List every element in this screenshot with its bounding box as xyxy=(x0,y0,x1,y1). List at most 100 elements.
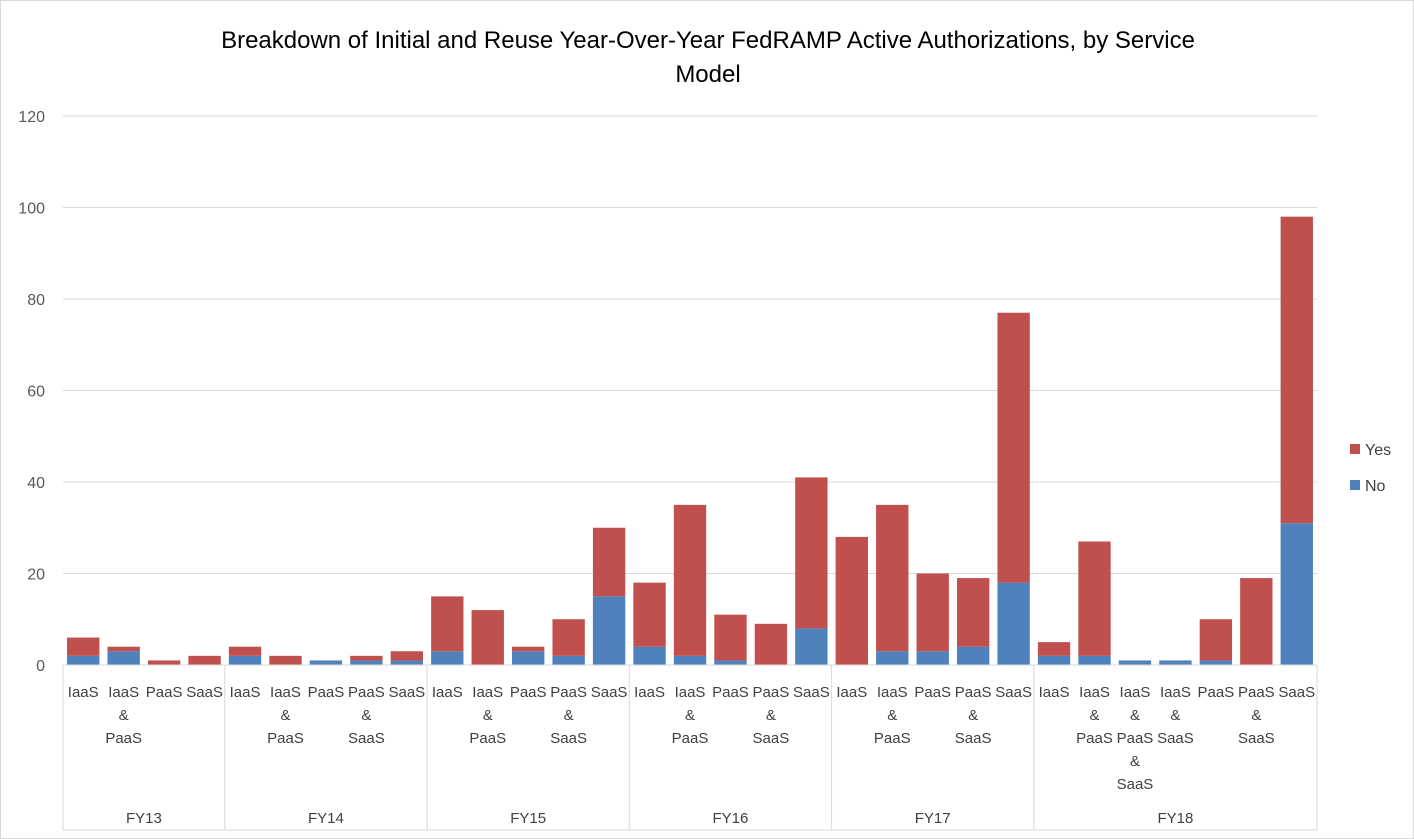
bar-no xyxy=(552,655,585,665)
bar-no xyxy=(67,655,100,665)
bar-no xyxy=(876,651,909,665)
x-tick-label: IaaS & PaaS xyxy=(105,684,142,747)
legend-swatch xyxy=(1350,444,1360,454)
y-axis: 0 20 40 60 80 100 120 xyxy=(18,109,45,675)
x-tick-label: SaaS xyxy=(793,684,830,701)
legend: Yes No xyxy=(1350,442,1391,495)
y-tick-label: 100 xyxy=(18,201,45,218)
x-tick-label: PaaS xyxy=(712,684,749,701)
bar-yes xyxy=(1078,541,1111,656)
bar-yes xyxy=(390,651,424,661)
x-tick-label: IaaS xyxy=(1039,684,1070,701)
bar-no xyxy=(956,646,990,665)
bar-no xyxy=(916,651,949,665)
y-tick-label: 80 xyxy=(27,292,45,309)
x-tick-label: IaaS & PaaS xyxy=(874,684,911,747)
x-tick-label: SaaS xyxy=(186,684,223,701)
x-tick-label: PaaS & SaaS xyxy=(1238,684,1275,747)
bar-no xyxy=(714,660,747,665)
bar-yes xyxy=(228,646,262,656)
x-group-label: FY16 xyxy=(713,810,749,827)
bar-yes xyxy=(997,312,1030,583)
x-group-label: FY15 xyxy=(510,810,546,827)
bar-yes xyxy=(552,619,585,656)
bar-no xyxy=(1037,655,1071,665)
x-tick-label: SaaS xyxy=(1278,684,1315,701)
bar-yes xyxy=(1280,216,1313,524)
x-tick-label: PaaS xyxy=(914,684,951,701)
x-tick-label: IaaS & PaaS xyxy=(267,684,304,747)
x-tick-label: PaaS & SaaS xyxy=(955,684,992,747)
bar-yes xyxy=(1199,619,1233,661)
bar-yes xyxy=(795,477,828,629)
x-tick-label: PaaS xyxy=(1198,684,1235,701)
bar-yes xyxy=(916,573,949,652)
x-group-label: FY18 xyxy=(1157,810,1193,827)
bar-yes xyxy=(512,646,545,652)
bar-yes xyxy=(673,504,707,656)
x-tick-label: IaaS & SaaS xyxy=(1157,684,1194,747)
x-tick-label: IaaS xyxy=(432,684,463,701)
x-group-label: FY14 xyxy=(308,810,344,827)
legend-label: Yes xyxy=(1365,442,1391,459)
bar-yes xyxy=(431,596,464,652)
bar-no xyxy=(1159,660,1192,665)
bar-yes xyxy=(350,655,383,661)
x-tick-label: SaaS xyxy=(995,684,1032,701)
bar-yes xyxy=(269,655,302,665)
bar-yes xyxy=(188,655,221,665)
chart-title-line2: Model xyxy=(675,61,740,88)
x-tick-label: IaaS xyxy=(230,684,261,701)
bar-yes xyxy=(107,646,140,652)
bar-no xyxy=(592,596,626,665)
bar-yes xyxy=(754,623,788,665)
x-tick-label: PaaS & SaaS xyxy=(753,684,790,747)
x-group-label: FY13 xyxy=(126,810,162,827)
bar-no xyxy=(997,582,1030,665)
bar-yes xyxy=(471,610,504,665)
bar-yes xyxy=(592,527,626,597)
bar-no xyxy=(795,628,828,665)
bar-no xyxy=(431,651,464,665)
bar-yes xyxy=(147,660,181,665)
y-tick-label: 60 xyxy=(27,384,45,401)
bar-yes xyxy=(714,614,747,661)
y-tick-label: 120 xyxy=(18,109,45,126)
bar-yes xyxy=(633,582,666,647)
bar-no xyxy=(1078,655,1111,665)
x-tick-label: IaaS & PaaS xyxy=(469,684,506,747)
x-tick-label: IaaS xyxy=(836,684,867,701)
bar-yes xyxy=(956,578,990,647)
x-tick-label: PaaS & SaaS xyxy=(348,684,385,747)
bar-no xyxy=(350,660,383,665)
x-tick-label: IaaS & PaaS xyxy=(672,684,709,747)
gridlines xyxy=(63,115,1317,666)
x-tick-label: PaaS xyxy=(510,684,547,701)
x-group-label: FY17 xyxy=(915,810,951,827)
x-tick-label: SaaS xyxy=(388,684,425,701)
bar-yes xyxy=(876,504,909,652)
bar-yes xyxy=(835,536,868,665)
bar-yes xyxy=(1037,642,1071,656)
bar-no xyxy=(390,660,424,665)
x-tick-label: PaaS xyxy=(308,684,345,701)
bar-no xyxy=(1199,660,1233,665)
bar-no xyxy=(1118,660,1152,665)
bar-no xyxy=(309,660,343,665)
bar-yes xyxy=(1240,578,1273,665)
y-tick-label: 0 xyxy=(36,658,45,675)
bar-yes xyxy=(67,637,100,656)
x-tick-label: SaaS xyxy=(591,684,628,701)
chart-title: Breakdown of Initial and Reuse Year-Over… xyxy=(221,27,1195,54)
y-tick-label: 20 xyxy=(27,567,45,584)
x-tick-label: IaaS xyxy=(634,684,665,701)
bar-no xyxy=(673,655,707,665)
legend-swatch xyxy=(1350,480,1360,490)
x-tick-label: PaaS & SaaS xyxy=(550,684,587,747)
y-tick-label: 40 xyxy=(27,475,45,492)
bar-no xyxy=(512,651,545,665)
legend-label: No xyxy=(1365,478,1386,495)
